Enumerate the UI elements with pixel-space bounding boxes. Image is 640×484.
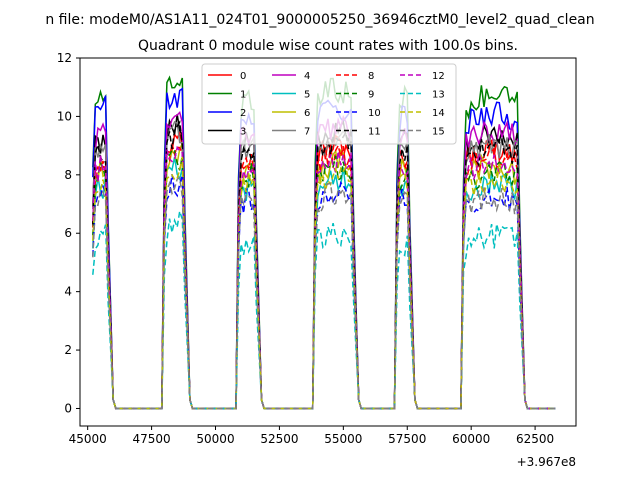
chart-title: Quadrant 0 module wise count rates with … xyxy=(138,38,518,54)
x-tick-label: 50000 xyxy=(196,432,234,446)
y-tick-label: 12 xyxy=(57,51,72,65)
y-tick-label: 8 xyxy=(64,168,72,182)
series-line-13 xyxy=(92,211,556,410)
x-offset-label: +3.967e8 xyxy=(517,455,576,469)
series-line-9 xyxy=(92,149,556,410)
legend-label-10: 10 xyxy=(368,108,381,119)
series-line-14 xyxy=(92,156,556,410)
x-tick-label: 57500 xyxy=(388,432,426,446)
x-tick-label: 47500 xyxy=(132,432,170,446)
y-tick-label: 10 xyxy=(57,109,72,123)
y-tick-label: 0 xyxy=(64,401,72,415)
series-line-12 xyxy=(92,145,556,410)
legend-label-1: 1 xyxy=(240,90,246,101)
y-tick-label: 6 xyxy=(64,226,72,240)
legend-label-12: 12 xyxy=(432,71,445,82)
series-line-15 xyxy=(92,176,556,410)
x-axis: 45000 47500 50000 52500 55000 57500 60000 62500 xyxy=(69,426,554,446)
legend-label-8: 8 xyxy=(368,71,374,82)
legend-label-2: 2 xyxy=(240,108,246,119)
y-tick-label: 4 xyxy=(64,285,72,299)
legend-label-14: 14 xyxy=(432,108,445,119)
x-tick-label: 52500 xyxy=(260,432,298,446)
axes-frame xyxy=(79,57,577,427)
legend-label-15: 15 xyxy=(432,127,445,138)
series-line-11 xyxy=(92,119,556,410)
legend-label-11: 11 xyxy=(368,127,381,138)
legend-label-5: 5 xyxy=(304,90,310,101)
legend-label-7: 7 xyxy=(304,127,310,138)
legend-label-6: 6 xyxy=(304,108,310,119)
figure-suptitle: n file: modeM0/AS1A11_024T01_9000005250_… xyxy=(45,12,594,28)
legend-label-9: 9 xyxy=(368,90,374,101)
legend-label-4: 4 xyxy=(304,71,310,82)
legend-label-3: 3 xyxy=(240,127,246,138)
x-tick-label: 55000 xyxy=(324,432,362,446)
x-tick-label: 62500 xyxy=(516,432,554,446)
legend-frame xyxy=(201,63,457,145)
y-tick-label: 2 xyxy=(64,343,72,357)
x-tick-label: 45000 xyxy=(69,432,107,446)
x-tick-label: 60000 xyxy=(452,432,490,446)
legend-label-0: 0 xyxy=(240,71,246,82)
legend-label-13: 13 xyxy=(432,90,445,101)
y-axis: 0 2 4 6 8 10 12 xyxy=(57,51,80,415)
